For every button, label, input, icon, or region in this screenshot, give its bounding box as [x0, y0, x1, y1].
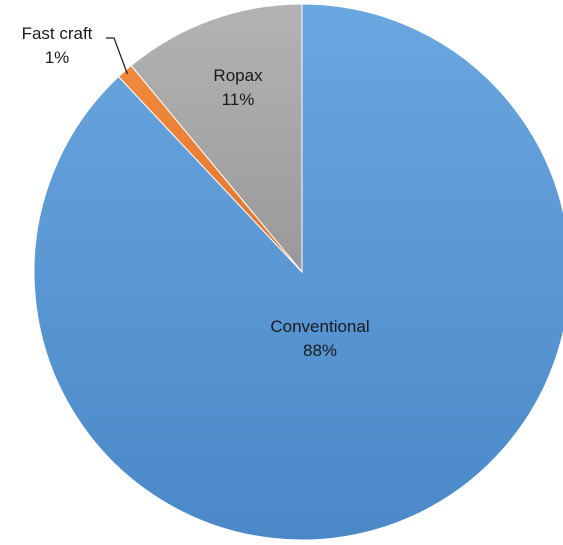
slice-label-ropax: Ropax [213, 66, 263, 85]
pie-labels: Conventional 88% Ropax 11% Fast craft 1% [22, 24, 370, 360]
slice-value-fast-craft: 1% [45, 48, 70, 67]
fast-craft-leader-line [106, 37, 128, 75]
pie-slice-ropax [130, 3, 303, 274]
pie-slices [33, 3, 563, 541]
pie-slice-conventional [33, 3, 563, 541]
slice-value-ropax: 11% [222, 90, 255, 109]
slice-label-conventional: Conventional [270, 317, 369, 336]
slice-label-fast-craft: Fast craft [22, 24, 93, 43]
slice-value-conventional: 88% [303, 341, 337, 360]
